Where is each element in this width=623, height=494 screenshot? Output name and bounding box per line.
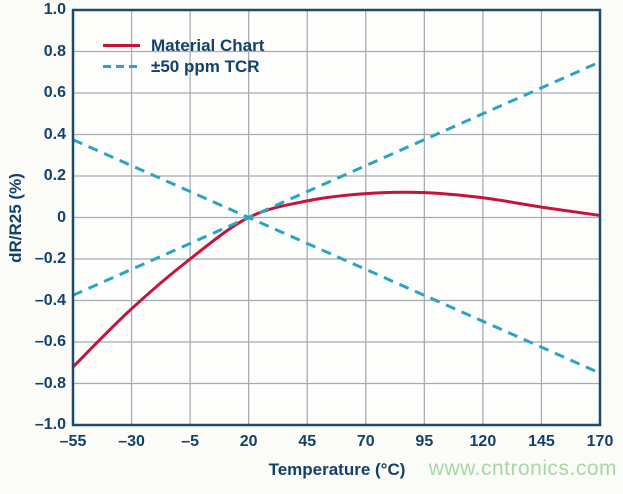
x-tick-label: 45 [298,433,317,450]
legend-swatch-dashed-teal-line [103,65,140,68]
legend-swatch-solid-red-line [103,44,140,47]
y-tick-label: 0.6 [43,84,66,101]
series--50-ppm-tcr [72,60,601,297]
x-tick-label: 120 [469,433,497,450]
x-tick-label: 70 [356,433,375,450]
y-tick-label: –0.8 [34,374,66,392]
legend: Material Chart ±50 ppm TCR [103,35,264,77]
legend-label: ±50 ppm TCR [151,56,260,76]
legend-label: Material Chart [151,35,265,55]
y-tick-label: –0.6 [34,333,66,350]
x-tick-label: 20 [239,433,258,450]
y-tick-label: –0.4 [34,291,66,309]
series--50-ppm-tcr [72,138,601,375]
x-axis-title: Temperature (°C) [268,460,406,479]
x-tick-label: 95 [415,433,434,450]
y-tick-label: 0 [57,208,66,226]
watermark-text: www.cntronics.com [428,457,617,480]
y-tick-label: –0.2 [34,250,66,267]
x-tick-label: –55 [59,433,87,450]
plot-frame [71,8,602,427]
y-tick-label: 0.2 [43,167,66,184]
x-tick-label: –30 [118,433,145,450]
series-material-chart [71,190,601,368]
x-tick-label: 170 [586,433,614,450]
y-tick-label: –1.0 [34,416,66,433]
y-tick-label: 0.8 [43,42,66,60]
legend-item-tcr: ±50 ppm TCR [103,56,264,77]
x-tick-label: –5 [181,433,200,450]
x-tick-label: 145 [528,433,555,450]
y-tick-label: 0.4 [43,125,66,143]
legend-item-material-chart: Material Chart [103,35,264,56]
y-tick-label: 1.0 [43,1,66,18]
